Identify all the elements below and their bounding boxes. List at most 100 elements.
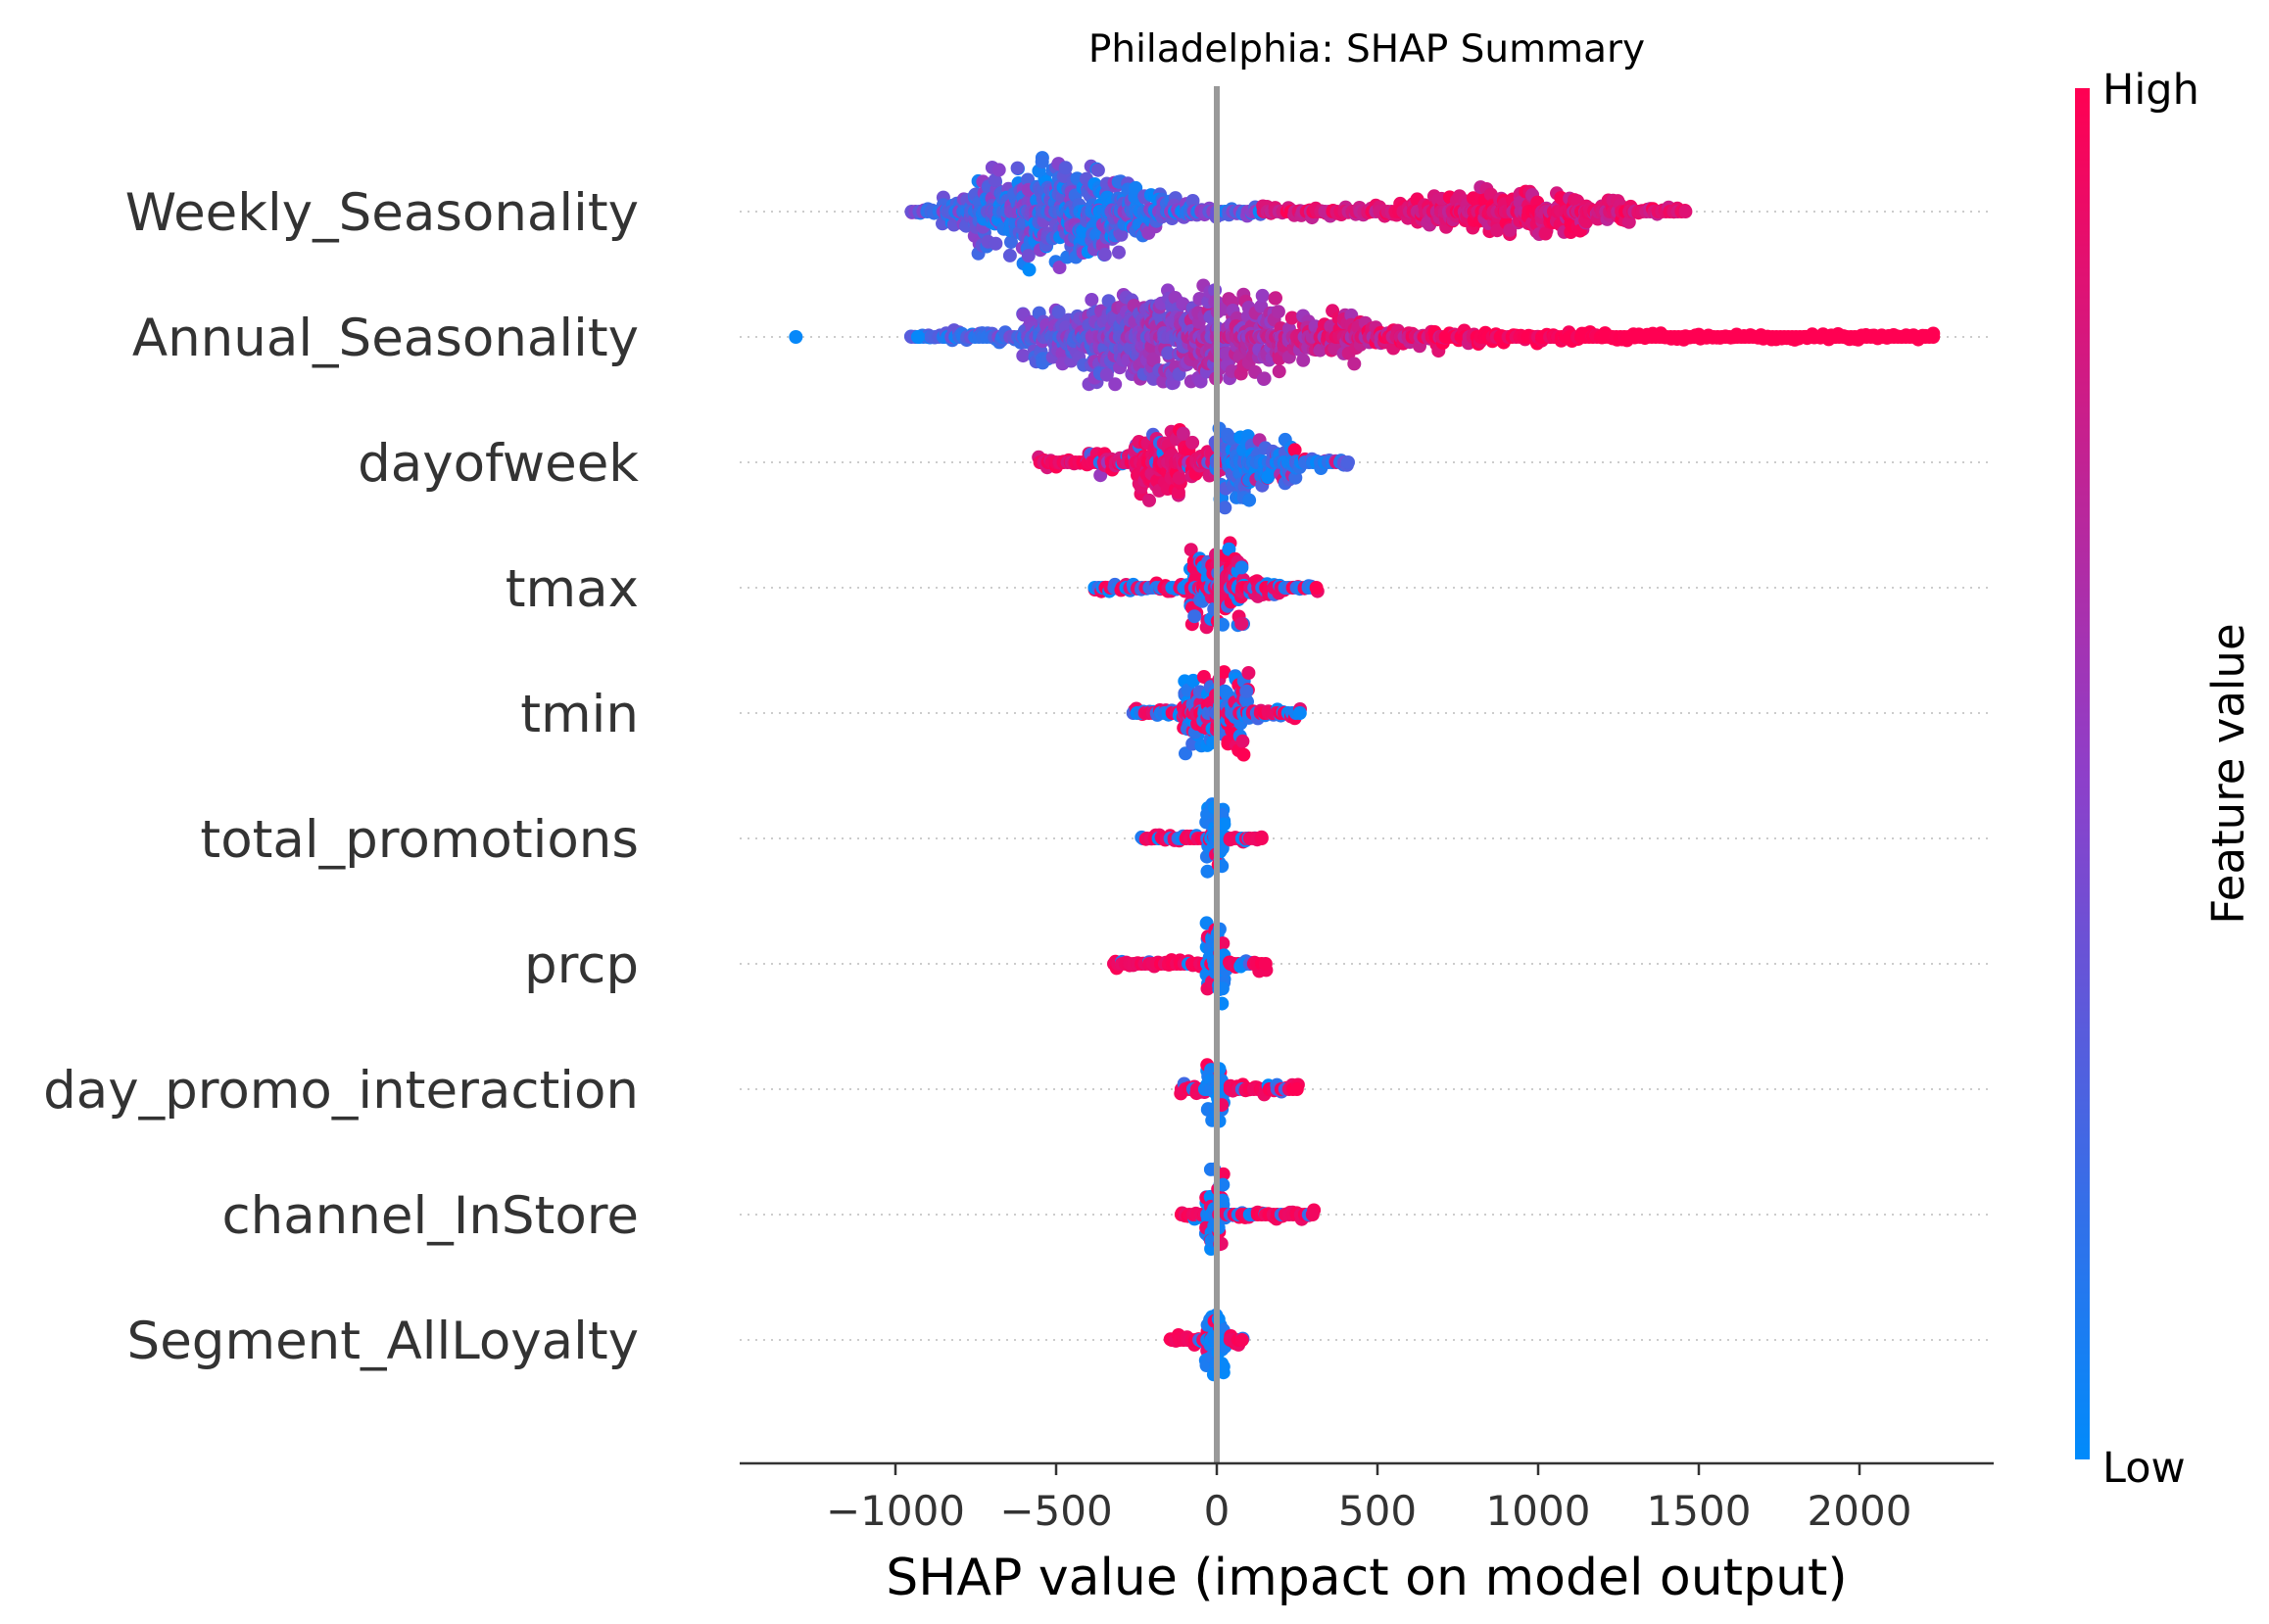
- point: [1217, 817, 1231, 832]
- x-tick-label: 2000: [1808, 1487, 1912, 1535]
- point: [1268, 291, 1282, 306]
- point: [1341, 455, 1355, 469]
- x-tick-label: 1000: [1486, 1487, 1591, 1535]
- point: [1185, 435, 1200, 450]
- beeswarm-row-Segment_AllLoyalty: [1163, 1308, 1250, 1382]
- point: [1258, 957, 1273, 971]
- point: [1236, 747, 1251, 762]
- point: [1254, 832, 1269, 845]
- point: [1097, 247, 1112, 262]
- point: [1218, 501, 1232, 515]
- feature-label-prcp: prcp: [524, 935, 639, 995]
- feature-label-Annual_Seasonality: Annual_Seasonality: [132, 309, 639, 368]
- point: [1309, 581, 1324, 595]
- point: [1234, 616, 1249, 631]
- point: [1021, 249, 1036, 263]
- point: [1926, 330, 1941, 344]
- feature-label-tmax: tmax: [506, 559, 639, 619]
- point: [1051, 305, 1066, 319]
- point: [1257, 371, 1272, 386]
- beeswarm-row-total_promotions: [1134, 797, 1269, 879]
- colorbar-high-label: High: [2102, 66, 2199, 115]
- beeswarm-points: [789, 151, 1941, 1382]
- point: [1129, 180, 1143, 195]
- point: [1058, 161, 1073, 175]
- point: [1090, 163, 1105, 177]
- point: [1200, 864, 1215, 879]
- point: [1114, 227, 1129, 242]
- point: [1016, 349, 1031, 363]
- point: [1490, 223, 1505, 238]
- x-tick-label: 500: [1338, 1487, 1417, 1535]
- point: [1179, 746, 1192, 761]
- colorbar-title: Feature value: [2202, 623, 2254, 924]
- point: [1222, 542, 1236, 556]
- point: [1241, 666, 1256, 680]
- point: [1142, 493, 1156, 507]
- point: [1240, 694, 1254, 709]
- point: [1002, 248, 1017, 263]
- point: [1347, 357, 1362, 371]
- point: [1284, 310, 1299, 325]
- point: [1234, 560, 1249, 575]
- point: [1161, 346, 1176, 360]
- point: [1187, 609, 1202, 624]
- x-tick-label: 1500: [1647, 1487, 1752, 1535]
- colorbar: [2075, 88, 2090, 1459]
- point: [988, 173, 1002, 188]
- point: [1271, 305, 1285, 319]
- feature-label-total_promotions: total_promotions: [200, 810, 639, 870]
- beeswarm-row-Weekly_Seasonality: [904, 151, 1693, 277]
- point: [1185, 194, 1200, 208]
- point: [1108, 377, 1123, 392]
- point: [1010, 161, 1025, 175]
- point: [1621, 215, 1636, 229]
- point: [1235, 734, 1250, 748]
- beeswarm-row-dayofweek: [1032, 421, 1355, 515]
- point: [1186, 673, 1200, 688]
- point: [1255, 288, 1270, 303]
- x-tick-label: −1000: [826, 1487, 965, 1535]
- beeswarm-row-day_promo_interaction: [1174, 1058, 1305, 1128]
- chart-title: Philadelphia: SHAP Summary: [1088, 27, 1645, 72]
- beeswarm-row-prcp: [1107, 916, 1274, 1011]
- point: [1146, 352, 1161, 366]
- x-axis-ticks: −1000 −500 0 500 1000 1500 2000: [826, 1463, 1911, 1535]
- feature-labels: Weekly_Seasonality Annual_Seasonalitydayo…: [43, 183, 639, 1371]
- point: [1101, 294, 1116, 309]
- outlier-point: [789, 330, 803, 344]
- feature-label-Weekly_Seasonality: Weekly_Seasonality: [125, 183, 639, 243]
- point: [1112, 245, 1126, 260]
- point: [1272, 364, 1286, 379]
- point: [1292, 706, 1307, 720]
- feature-label-day_promo_interaction: day_promo_interaction: [43, 1061, 639, 1121]
- point: [1172, 470, 1186, 485]
- beeswarm-row-tmax: [1087, 536, 1325, 635]
- feature-label-channel_InStore: channel_InStore: [221, 1186, 639, 1246]
- point: [1305, 1208, 1320, 1221]
- point: [1287, 443, 1302, 457]
- feature-label-tmin: tmin: [520, 685, 639, 744]
- point: [1099, 367, 1114, 382]
- point: [1289, 1082, 1304, 1096]
- point: [1288, 470, 1303, 485]
- point: [1296, 353, 1311, 367]
- point: [1022, 263, 1037, 277]
- point: [1035, 155, 1049, 169]
- point: [989, 236, 1003, 251]
- point: [1183, 543, 1198, 557]
- colorbar-low-label: Low: [2102, 1444, 2186, 1493]
- point: [1217, 665, 1231, 680]
- x-tick-label: −500: [999, 1487, 1112, 1535]
- point: [1538, 226, 1553, 241]
- point: [1216, 1167, 1231, 1181]
- x-axis-label: SHAP value (impact on model output): [886, 1549, 1847, 1607]
- point: [1176, 426, 1190, 441]
- point: [1242, 493, 1257, 507]
- point: [1193, 374, 1208, 389]
- feature-label-dayofweek: dayofweek: [358, 434, 639, 494]
- outlier-point: [910, 330, 925, 344]
- point: [1678, 205, 1693, 218]
- point: [1085, 293, 1099, 307]
